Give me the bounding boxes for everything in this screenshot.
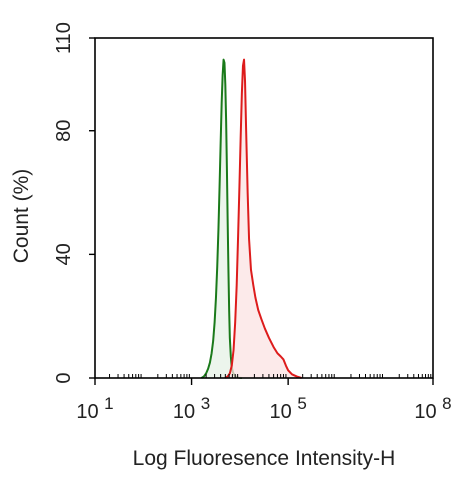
x-tick-label: 10 8 bbox=[414, 394, 451, 423]
x-tick-label: 10 3 bbox=[173, 394, 210, 423]
y-tick-label: 40 bbox=[53, 243, 75, 265]
series-1-fill bbox=[201, 59, 242, 378]
y-tick-label: 0 bbox=[53, 372, 75, 383]
y-ticks: 0 40 80 110 bbox=[53, 22, 95, 384]
series-2-fill bbox=[225, 59, 302, 378]
x-ticks: 10 1 10 3 10 5 10 8 bbox=[76, 378, 452, 423]
series-2-line bbox=[224, 58, 302, 379]
plot-frame bbox=[94, 37, 434, 379]
series-layer bbox=[200, 58, 302, 379]
x-tick-label: 10 1 bbox=[76, 394, 113, 423]
x-axis-title: Log Fluoresence Intensity-H bbox=[133, 447, 396, 470]
y-tick-label: 110 bbox=[53, 22, 75, 54]
y-tick-label: 80 bbox=[53, 120, 75, 142]
x-tick-label: 10 5 bbox=[270, 394, 307, 423]
y-axis-title: Count (%) bbox=[10, 169, 33, 264]
